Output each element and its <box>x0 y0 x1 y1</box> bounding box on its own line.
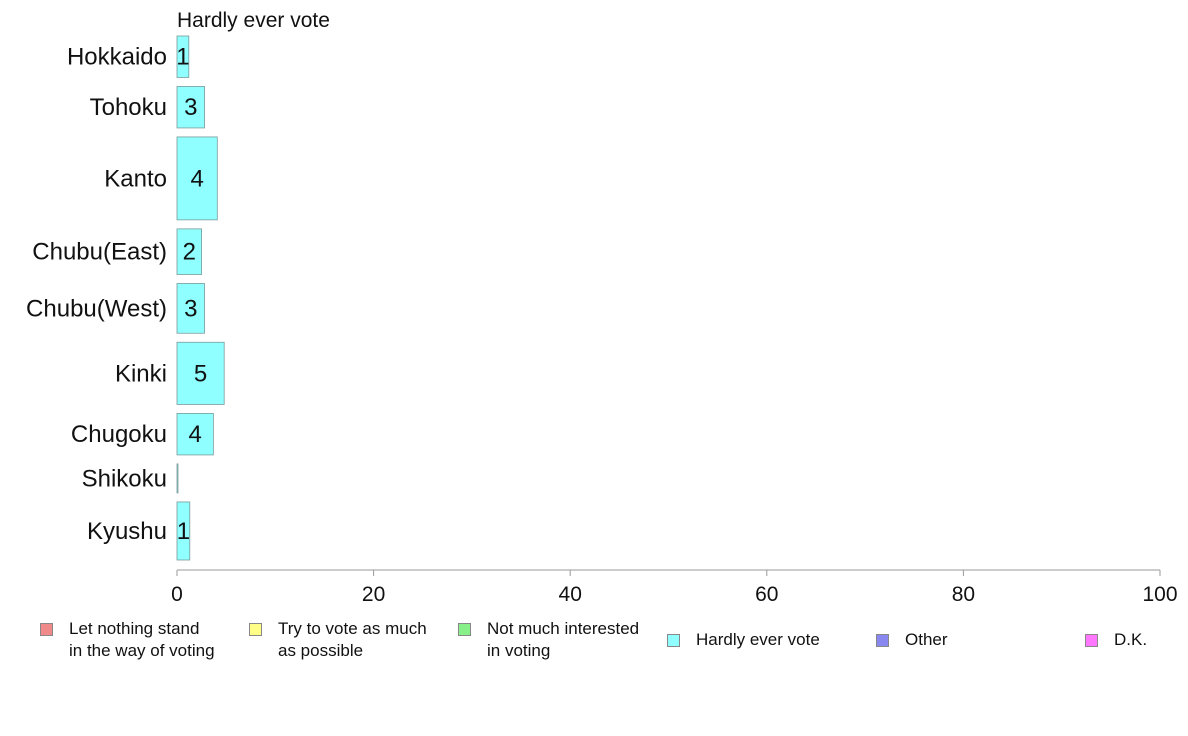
chart-title: Hardly ever vote <box>177 9 330 32</box>
legend-label: D.K. <box>1114 630 1148 649</box>
bar-shikoku <box>176 463 179 494</box>
category-label: Chubu(East) <box>32 239 167 266</box>
category-label: Chugoku <box>71 421 167 448</box>
legend: Let nothing stand in the way of voting Tr… <box>0 618 1188 678</box>
x-tick-label: 80 <box>952 583 975 606</box>
legend-label: Other <box>905 630 948 649</box>
bar-value-label: 1 <box>176 44 189 71</box>
x-axis: 0 20 40 60 80 100 <box>171 569 1178 606</box>
bar-value-label: 3 <box>184 94 197 121</box>
bar-value-label: 1 <box>177 518 190 545</box>
x-tick-label: 20 <box>362 583 385 606</box>
legend-label: Hardly ever vote <box>696 630 820 649</box>
legend-item: Let nothing stand in the way of voting <box>40 618 215 662</box>
bar-value-label: 2 <box>183 239 196 266</box>
legend-swatch <box>876 634 889 647</box>
legend-item: Try to vote as much as possible <box>249 618 427 662</box>
legend-label: Not much interested in voting <box>487 619 640 660</box>
legend-label: Let nothing stand in the way of voting <box>69 619 215 660</box>
legend-swatch <box>249 623 262 636</box>
category-label: Hokkaido <box>67 44 167 71</box>
bar-value-label: 5 <box>194 360 207 387</box>
legend-swatch <box>1085 634 1098 647</box>
legend-swatch <box>40 623 53 636</box>
category-label: Chubu(West) <box>26 295 167 322</box>
legend-item: D.K. <box>1085 629 1147 651</box>
x-tick-label: 40 <box>559 583 582 606</box>
legend-label: Try to vote as much as possible <box>278 619 427 660</box>
x-tick-label: 100 <box>1142 583 1177 606</box>
legend-swatch <box>667 634 680 647</box>
bars-group <box>176 35 225 561</box>
bar-hokkaido <box>176 35 190 78</box>
legend-swatch <box>458 623 471 636</box>
category-label: Kinki <box>115 360 167 387</box>
bar-tohoku <box>176 86 205 129</box>
category-label: Kyushu <box>87 518 167 545</box>
bar-kanto <box>176 136 218 221</box>
category-label: Shikoku <box>82 465 167 492</box>
bar-data-labels: 1 3 4 2 3 5 4 1 <box>176 44 207 545</box>
bar-chubu-east <box>176 228 202 275</box>
bar-value-label: 3 <box>184 295 197 322</box>
bar-chugoku <box>176 413 214 456</box>
bar-value-label: 4 <box>190 165 203 192</box>
category-labels: Hokkaido Tohoku Kanto Chubu(East) Chubu(West… <box>26 44 167 545</box>
category-label: Kanto <box>104 165 167 192</box>
x-tick-label: 0 <box>171 583 183 606</box>
bar-chubu-west <box>176 283 205 334</box>
x-tick-label: 60 <box>755 583 778 606</box>
legend-item: Not much interested in voting <box>458 618 639 662</box>
bar-value-label: 4 <box>189 421 202 448</box>
bar-kyushu <box>176 501 191 561</box>
bar-kinki <box>176 341 225 405</box>
legend-item: Hardly ever vote <box>667 629 820 651</box>
legend-item: Other <box>876 629 948 651</box>
category-label: Tohoku <box>90 94 167 121</box>
